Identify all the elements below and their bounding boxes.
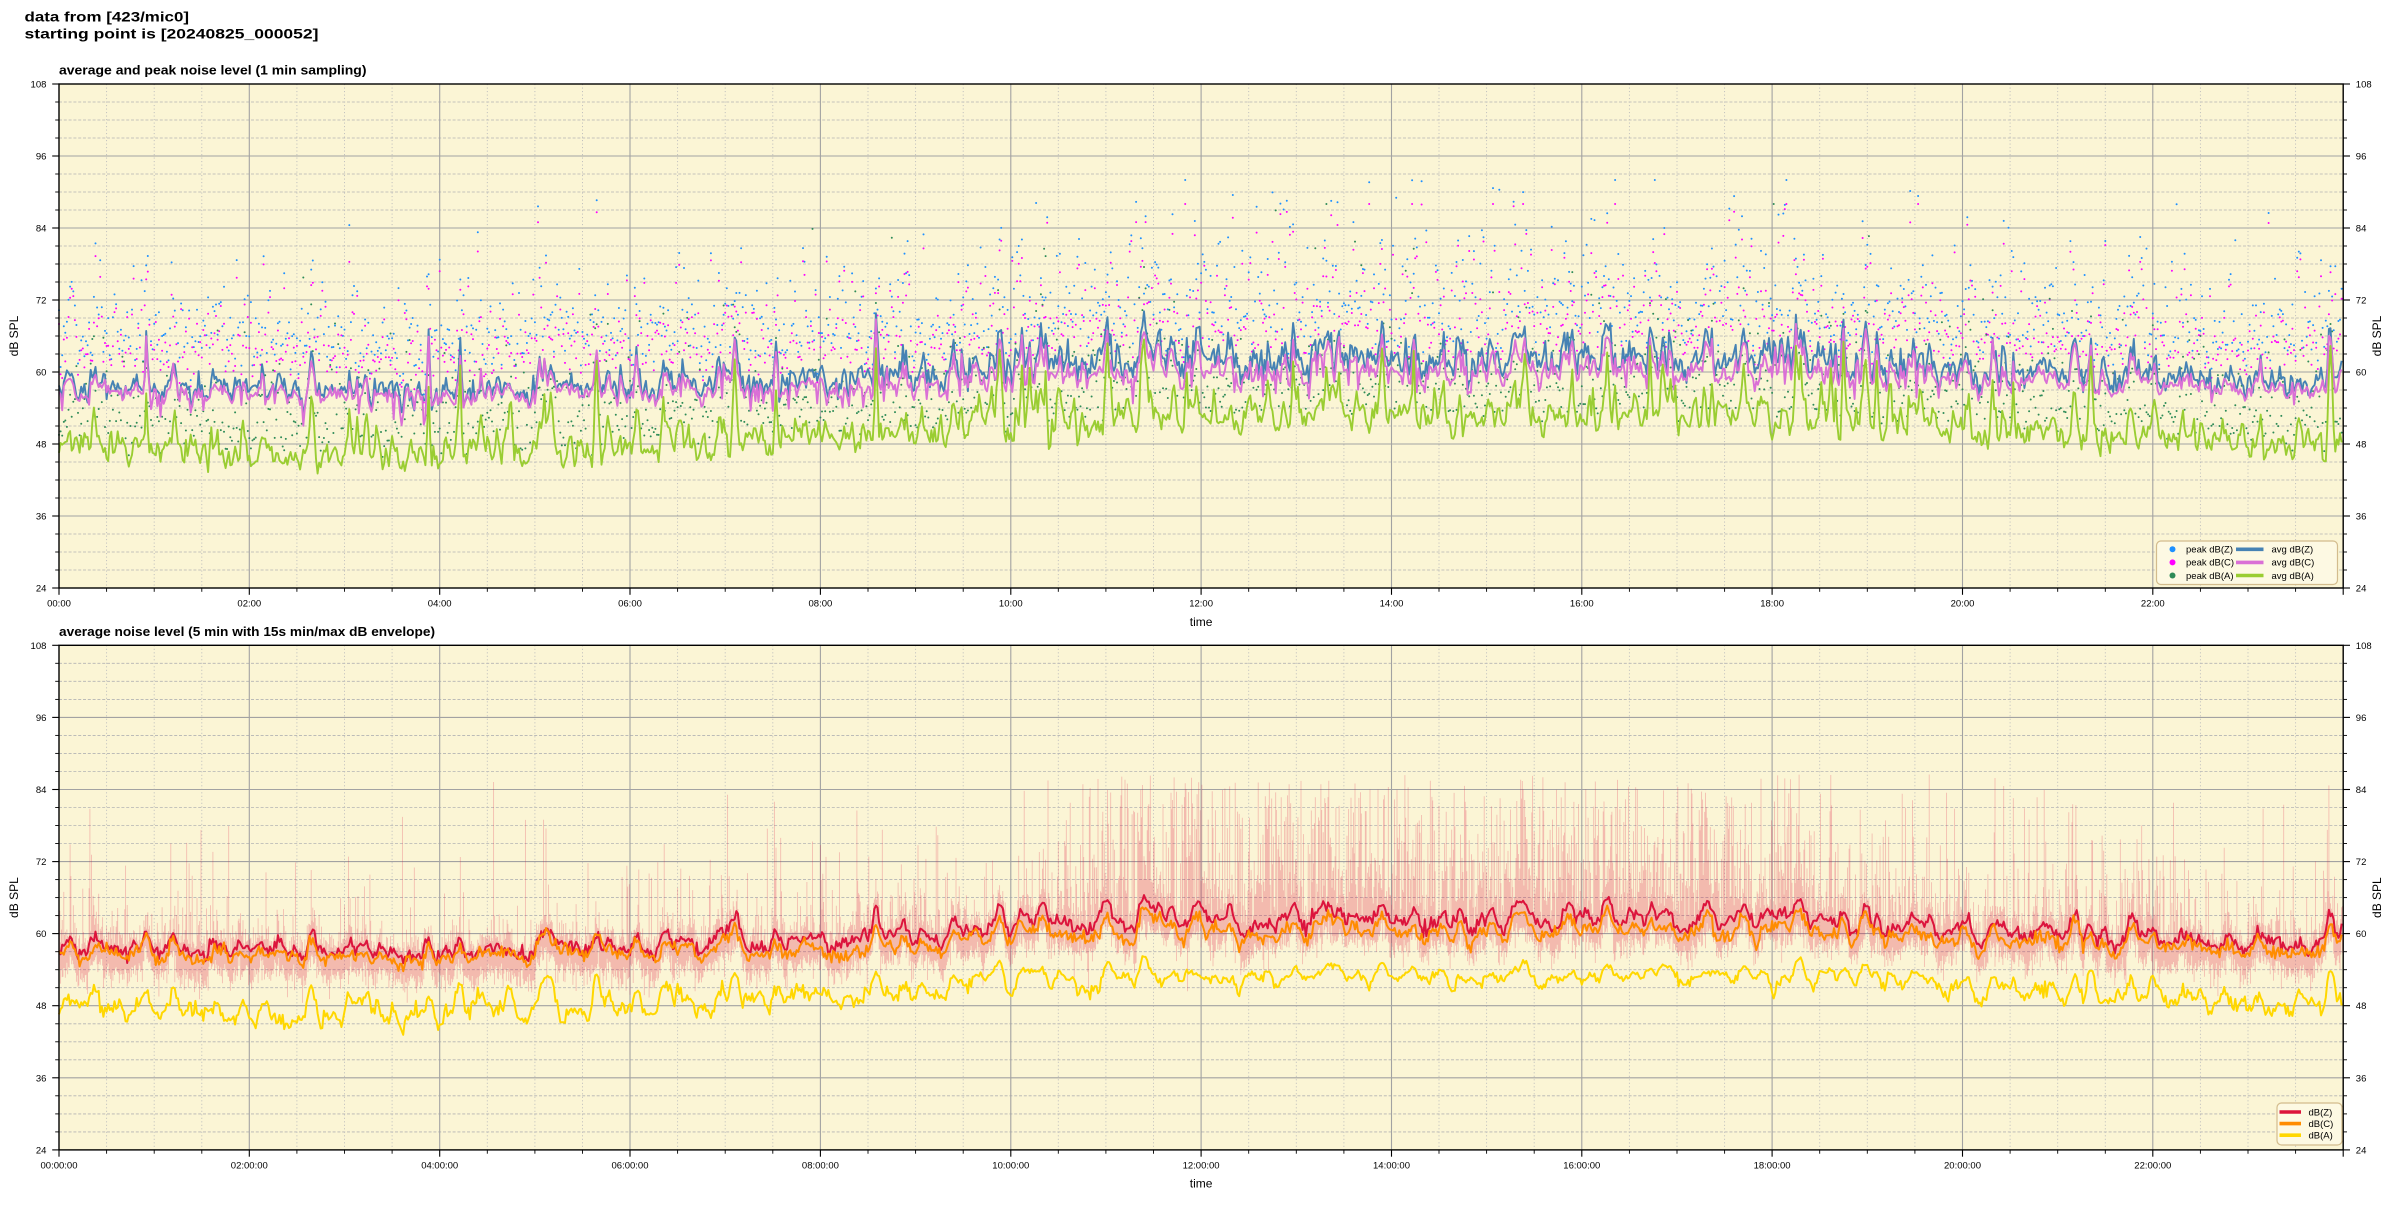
svg-text:108: 108 xyxy=(31,80,47,91)
svg-text:peak dB(Z): peak dB(Z) xyxy=(2186,545,2233,556)
svg-text:time: time xyxy=(1190,1177,1213,1191)
svg-text:16:00:00: 16:00:00 xyxy=(1563,1161,1600,1172)
svg-text:96: 96 xyxy=(2356,713,2367,724)
svg-text:02:00:00: 02:00:00 xyxy=(231,1161,268,1172)
svg-text:108: 108 xyxy=(2356,641,2372,652)
svg-text:84: 84 xyxy=(2356,785,2367,796)
svg-text:14:00: 14:00 xyxy=(1380,599,1404,610)
svg-text:60: 60 xyxy=(2356,929,2367,940)
svg-text:08:00: 08:00 xyxy=(809,599,833,610)
svg-text:dB(Z): dB(Z) xyxy=(2309,1107,2333,1118)
svg-text:dB SPL: dB SPL xyxy=(7,315,21,356)
svg-text:peak dB(C): peak dB(C) xyxy=(2186,558,2234,569)
svg-text:dB SPL: dB SPL xyxy=(2370,877,2384,918)
svg-text:72: 72 xyxy=(36,296,47,307)
svg-text:20:00:00: 20:00:00 xyxy=(1944,1161,1981,1172)
svg-text:avg dB(C): avg dB(C) xyxy=(2272,558,2315,569)
svg-text:dB SPL: dB SPL xyxy=(2370,315,2384,356)
svg-text:22:00: 22:00 xyxy=(2141,599,2165,610)
svg-text:48: 48 xyxy=(2356,440,2367,451)
svg-text:16:00: 16:00 xyxy=(1570,599,1594,610)
svg-text:18:00: 18:00 xyxy=(1760,599,1784,610)
svg-text:08:00:00: 08:00:00 xyxy=(802,1161,839,1172)
svg-text:04:00:00: 04:00:00 xyxy=(421,1161,458,1172)
svg-text:72: 72 xyxy=(36,857,47,868)
svg-text:00:00: 00:00 xyxy=(47,599,71,610)
svg-text:96: 96 xyxy=(36,713,47,724)
svg-text:108: 108 xyxy=(2356,80,2372,91)
svg-text:14:00:00: 14:00:00 xyxy=(1373,1161,1410,1172)
svg-text:02:00: 02:00 xyxy=(237,599,261,610)
svg-text:average noise level (5 min wit: average noise level (5 min with 15s min/… xyxy=(59,624,435,639)
svg-text:dB SPL: dB SPL xyxy=(7,877,21,918)
svg-text:96: 96 xyxy=(36,152,47,163)
svg-text:48: 48 xyxy=(36,1001,47,1012)
svg-text:18:00:00: 18:00:00 xyxy=(1754,1161,1791,1172)
svg-text:dB(C): dB(C) xyxy=(2309,1119,2334,1130)
svg-text:48: 48 xyxy=(2356,1001,2367,1012)
svg-text:36: 36 xyxy=(36,512,47,523)
svg-text:10:00: 10:00 xyxy=(999,599,1023,610)
svg-text:36: 36 xyxy=(2356,512,2367,523)
svg-text:10:00:00: 10:00:00 xyxy=(992,1161,1029,1172)
svg-text:12:00: 12:00 xyxy=(1189,599,1213,610)
svg-text:84: 84 xyxy=(36,785,47,796)
svg-text:96: 96 xyxy=(2356,152,2367,163)
svg-text:60: 60 xyxy=(36,368,47,379)
svg-text:06:00: 06:00 xyxy=(618,599,642,610)
svg-text:84: 84 xyxy=(2356,224,2367,235)
svg-text:24: 24 xyxy=(36,1145,47,1156)
svg-text:04:00: 04:00 xyxy=(428,599,452,610)
svg-text:24: 24 xyxy=(36,584,47,595)
svg-text:time: time xyxy=(1190,615,1213,629)
svg-text:peak dB(A): peak dB(A) xyxy=(2186,571,2234,582)
svg-text:data from [423/mic0]: data from [423/mic0] xyxy=(25,9,190,25)
svg-text:22:00:00: 22:00:00 xyxy=(2134,1161,2171,1172)
svg-text:36: 36 xyxy=(2356,1073,2367,1084)
svg-text:average and peak noise level (: average and peak noise level (1 min samp… xyxy=(59,63,367,78)
svg-text:20:00: 20:00 xyxy=(1951,599,1975,610)
svg-text:36: 36 xyxy=(36,1073,47,1084)
svg-text:24: 24 xyxy=(2356,584,2367,595)
svg-text:avg dB(A): avg dB(A) xyxy=(2272,571,2314,582)
svg-text:72: 72 xyxy=(2356,857,2367,868)
svg-text:84: 84 xyxy=(36,224,47,235)
svg-text:108: 108 xyxy=(31,641,47,652)
svg-text:00:00:00: 00:00:00 xyxy=(41,1161,78,1172)
svg-text:avg dB(Z): avg dB(Z) xyxy=(2272,545,2314,556)
svg-text:24: 24 xyxy=(2356,1145,2367,1156)
svg-text:60: 60 xyxy=(36,929,47,940)
svg-text:60: 60 xyxy=(2356,368,2367,379)
svg-text:48: 48 xyxy=(36,440,47,451)
svg-text:dB(A): dB(A) xyxy=(2309,1131,2333,1142)
svg-text:starting point is [20240825_00: starting point is [20240825_000052] xyxy=(25,25,319,41)
svg-text:06:00:00: 06:00:00 xyxy=(612,1161,649,1172)
svg-text:72: 72 xyxy=(2356,296,2367,307)
svg-text:12:00:00: 12:00:00 xyxy=(1183,1161,1220,1172)
